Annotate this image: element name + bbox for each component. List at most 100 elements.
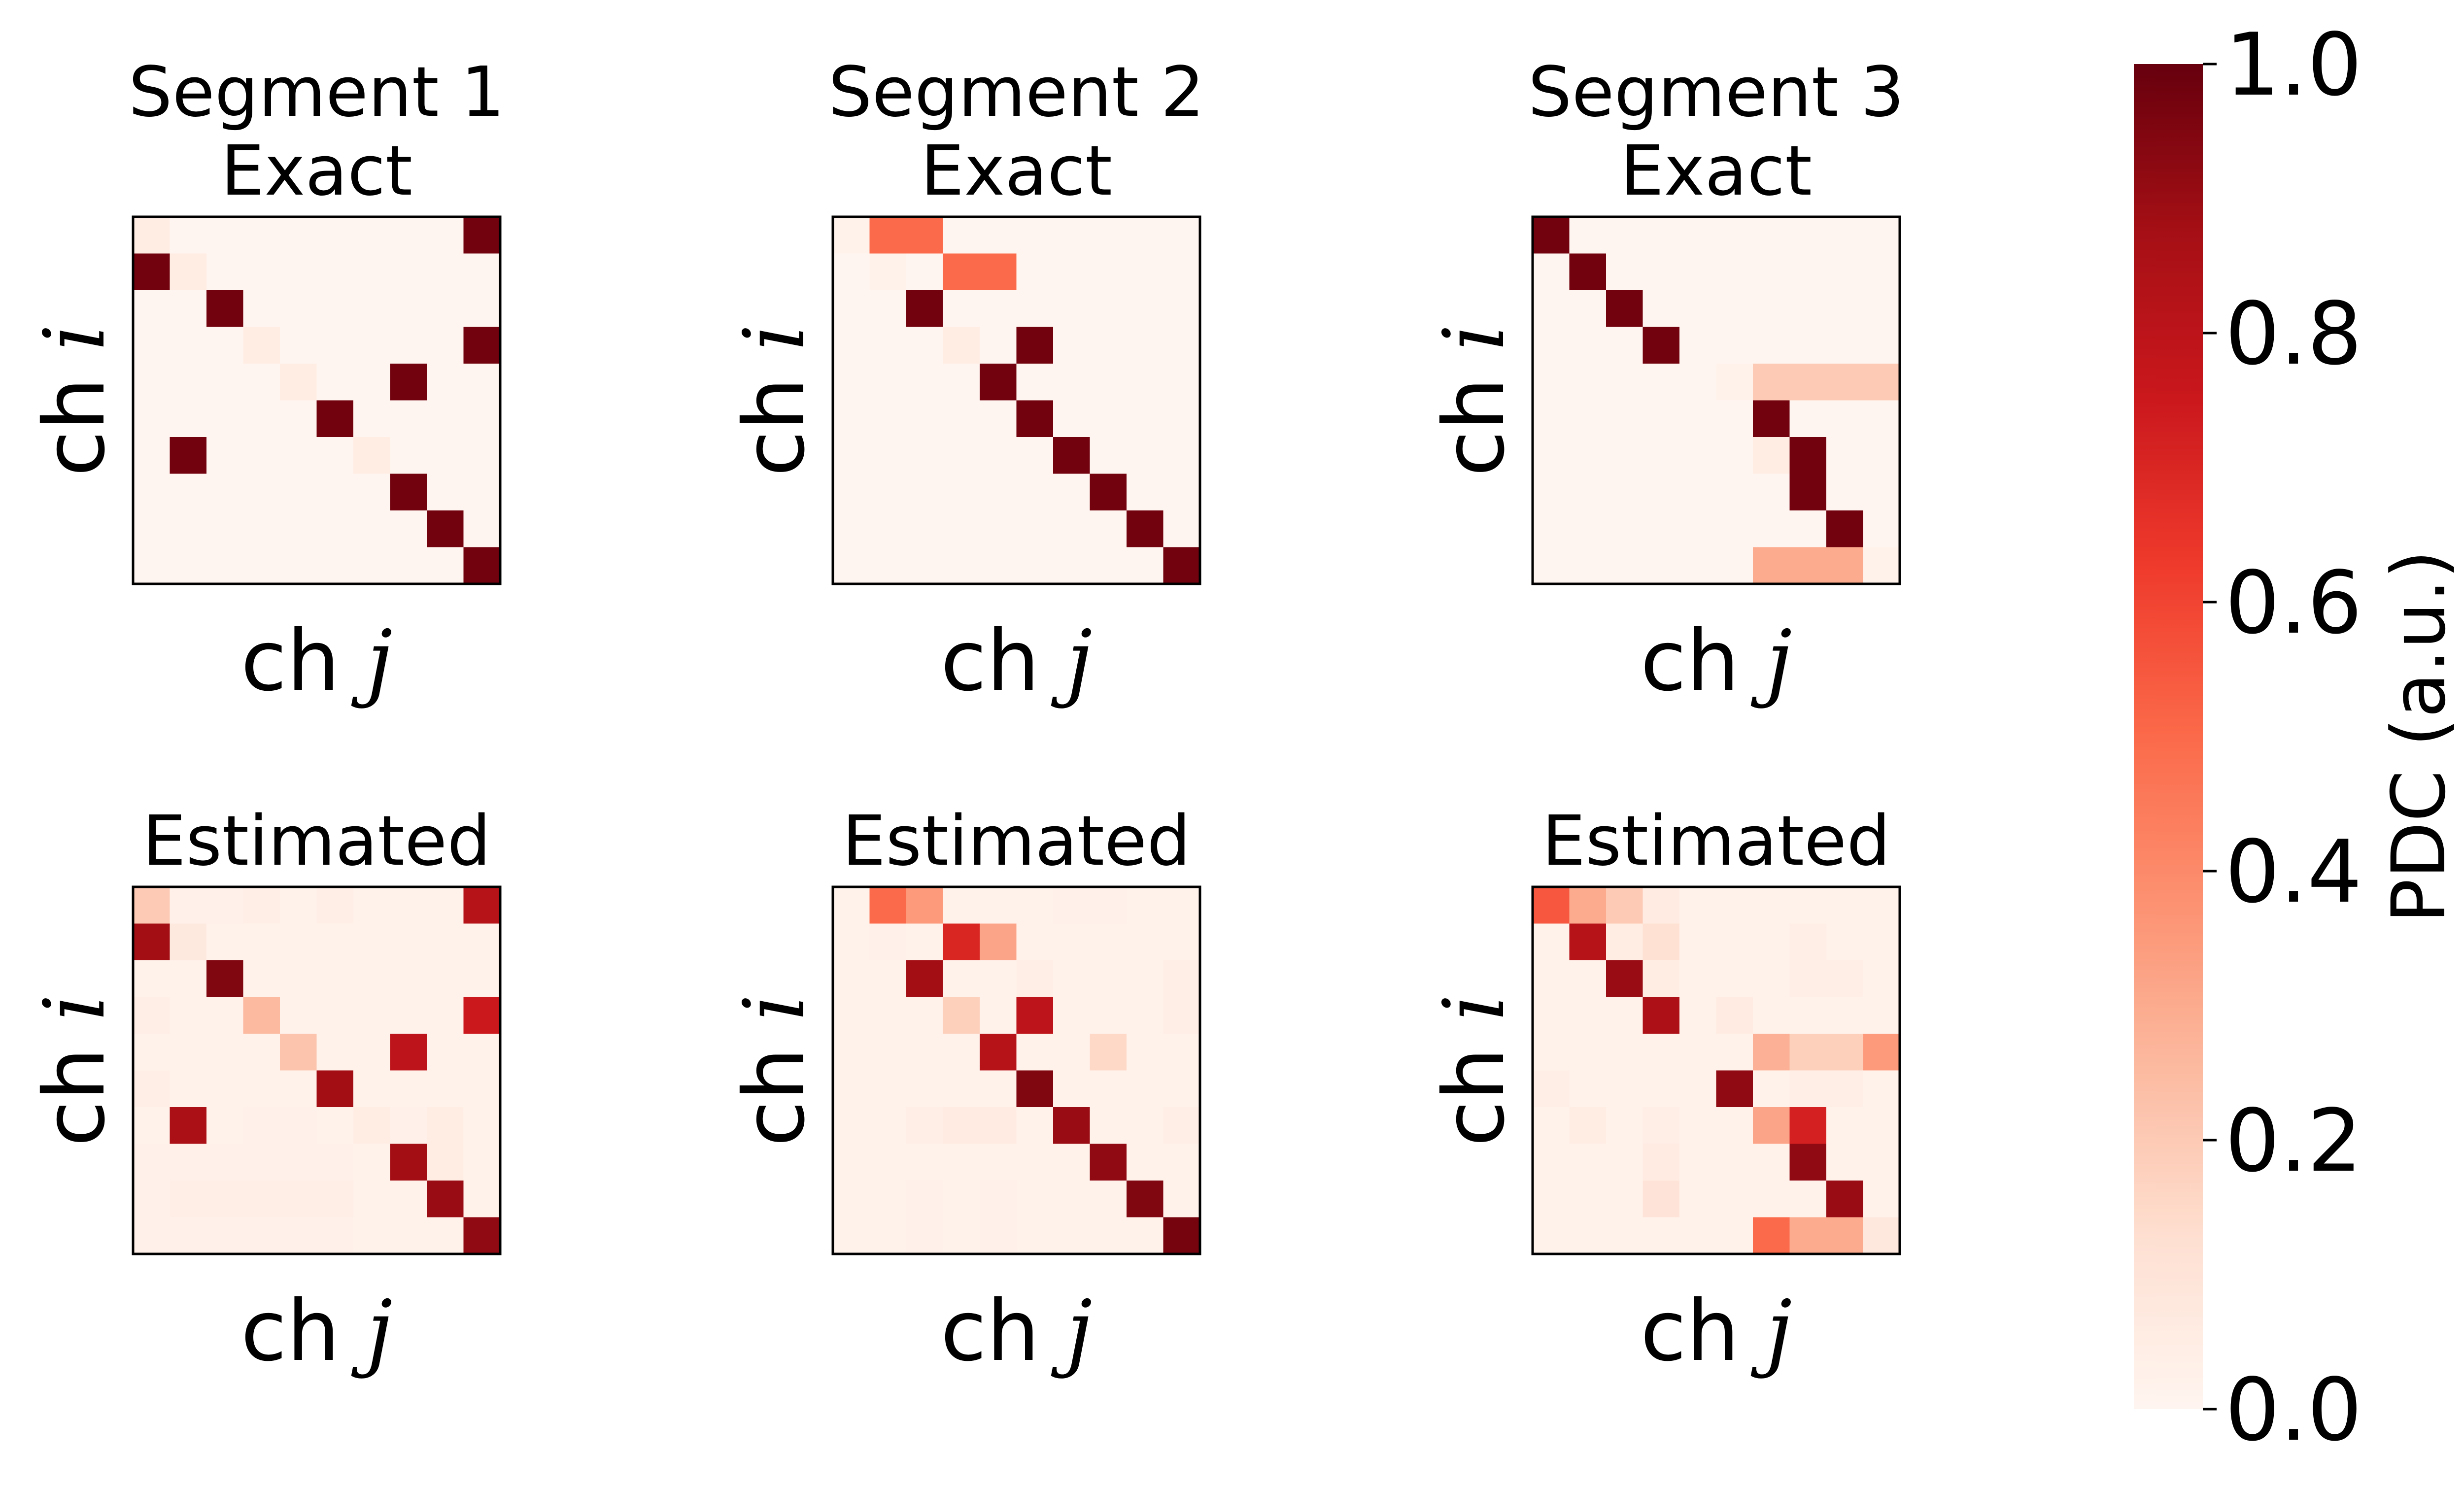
heatmap-cell [980, 1144, 1017, 1181]
heatmap-cell [833, 1107, 870, 1145]
heatmap-cell [1679, 997, 1717, 1034]
heatmap-cell [1127, 510, 1164, 548]
heatmap-cell [869, 364, 907, 401]
heatmap-cell [1163, 1034, 1200, 1071]
heatmap-cell [1569, 960, 1607, 998]
heatmap-cell [1789, 473, 1827, 511]
heatmap-cell [869, 1217, 907, 1254]
heatmap-cell [1163, 290, 1200, 328]
heatmap-cell [1053, 1070, 1091, 1108]
heatmap-cell [463, 253, 501, 291]
heatmap-cell [206, 510, 244, 548]
heatmap-cell [1753, 364, 1790, 401]
heatmap-cell [1606, 1217, 1643, 1254]
heatmap-cell [1716, 253, 1753, 291]
heatmap-cell [390, 1144, 427, 1181]
heatmap-cell [390, 1070, 427, 1108]
heatmap-cell [1569, 547, 1607, 584]
heatmap-cell [427, 364, 464, 401]
colorbar-label: PDC (a.u.) [2376, 550, 2462, 923]
heatmap-cell [906, 1144, 944, 1181]
heatmap-cell [1016, 1034, 1054, 1071]
heatmap-cell [1016, 1217, 1054, 1254]
colorbar-tick-label: 0.4 [2225, 822, 2362, 922]
heatmap-cell [1716, 437, 1753, 474]
heatmap-cell [1016, 997, 1054, 1034]
heatmap-cell [1090, 217, 1127, 254]
heatmap-cell [833, 290, 870, 328]
heatmap-cell [390, 923, 427, 961]
panel-title-line: Segment 2 [828, 52, 1205, 133]
heatmap-frame [831, 885, 1201, 1255]
heatmap-cell [280, 1217, 317, 1254]
heatmap-cell [1679, 923, 1717, 961]
heatmap-cell [427, 960, 464, 998]
heatmap-cell [280, 253, 317, 291]
heatmap-cell [170, 327, 207, 364]
heatmap-frame [1531, 215, 1901, 585]
heatmap-cell [390, 1034, 427, 1071]
heatmap-cell [833, 997, 870, 1034]
heatmap-cell [463, 473, 501, 511]
heatmap-cell [1569, 253, 1607, 291]
heatmap-cell [170, 547, 207, 584]
heatmap-cell [316, 364, 354, 401]
heatmap-cell [1606, 253, 1643, 291]
heatmap-cell [427, 253, 464, 291]
heatmap-cell [1863, 327, 1900, 364]
heatmap-cell [206, 1070, 244, 1108]
heatmap-cell [1679, 473, 1717, 511]
heatmap-cell [1863, 1217, 1900, 1254]
heatmap-cell [427, 1144, 464, 1181]
heatmap-cell [1090, 1034, 1127, 1071]
heatmap-cell [1716, 1181, 1753, 1218]
heatmap-cell [1127, 290, 1164, 328]
heatmap-cell [243, 1107, 280, 1145]
heatmap-cell [1826, 887, 1864, 924]
heatmap-cell [1053, 1217, 1091, 1254]
heatmap-cell [1127, 327, 1164, 364]
heatmap-cell [1606, 400, 1643, 438]
heatmap-cell [463, 327, 501, 364]
heatmap-cell [869, 997, 907, 1034]
heatmap-cell [1053, 253, 1091, 291]
heatmap-cell [1053, 290, 1091, 328]
heatmap-cell [1789, 327, 1827, 364]
heatmap-cell [390, 473, 427, 511]
heatmap-cell [243, 400, 280, 438]
heatmap-cell [1533, 473, 1570, 511]
heatmap-cell [243, 364, 280, 401]
heatmap-cell [390, 290, 427, 328]
heatmap-cell [133, 887, 171, 924]
heatmap-cell [1789, 887, 1827, 924]
heatmap-cell [133, 253, 171, 291]
heatmap-cell [1863, 1034, 1900, 1071]
heatmap-cell [943, 327, 980, 364]
heatmap-cell [1789, 510, 1827, 548]
heatmap-cell [133, 1034, 171, 1071]
heatmap-cell [1606, 510, 1643, 548]
heatmap-cell [1533, 960, 1570, 998]
heatmap-cell [1826, 1107, 1864, 1145]
heatmap-cell [1826, 547, 1864, 584]
heatmap-cell [1716, 1070, 1753, 1108]
heatmap-cell [1163, 1181, 1200, 1218]
heatmap-cell [463, 1217, 501, 1254]
heatmap-cell [390, 887, 427, 924]
heatmap-cell [427, 1181, 464, 1218]
heatmap-cell [1606, 1144, 1643, 1181]
heatmap-cell [1643, 1070, 1680, 1108]
heatmap-cell [206, 437, 244, 474]
heatmap-cell [1606, 437, 1643, 474]
heatmap-cell [906, 997, 944, 1034]
heatmap-cell [280, 997, 317, 1034]
heatmap-cell [1090, 364, 1127, 401]
heatmap-cell [1569, 1107, 1607, 1145]
heatmap-cell [1163, 217, 1200, 254]
heatmap-cell [1863, 364, 1900, 401]
heatmap-cell [206, 253, 244, 291]
heatmap-cell [1716, 290, 1753, 328]
heatmap-cell [1789, 1034, 1827, 1071]
